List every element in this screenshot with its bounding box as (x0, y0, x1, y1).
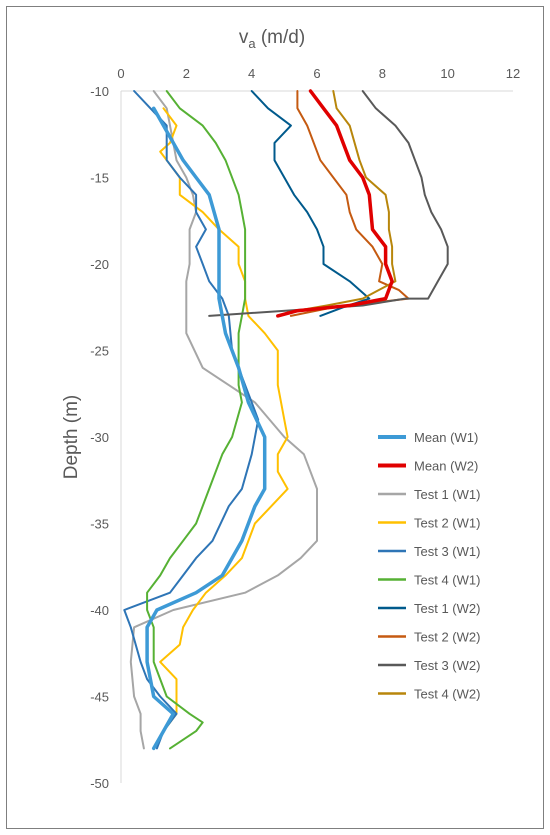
series-line (145, 106, 267, 751)
legend-label: Mean (W2) (414, 459, 478, 474)
series-line (286, 90, 397, 314)
y-tick-label: -25 (90, 344, 109, 359)
x-tick-label: 10 (440, 66, 454, 81)
y-tick-label: -15 (90, 171, 109, 186)
legend-label: Mean (W1) (414, 430, 478, 445)
x-tick-label: 8 (379, 66, 386, 81)
series-layer (123, 89, 449, 751)
series-line (129, 90, 318, 750)
x-tick-label: 4 (248, 66, 255, 81)
legend-label: Test 3 (W2) (414, 658, 480, 673)
legend-label: Test 1 (W1) (414, 487, 480, 502)
y-tick-label: -50 (90, 776, 109, 791)
x-tick-label: 6 (313, 66, 320, 81)
axes: 0 2 4 6 8 10 12 -10 -15 -20 -25 -30 -35 -40 -45 -50 (90, 66, 520, 791)
series-line (250, 90, 371, 317)
y-tick-label: -10 (90, 84, 109, 99)
series-line (152, 107, 289, 750)
legend-label: Test 2 (W1) (414, 516, 480, 531)
y-tick-label: -45 (90, 690, 109, 705)
x-tick-label: 0 (117, 66, 124, 81)
legend-label: Test 4 (W1) (414, 573, 480, 588)
legend-label: Test 1 (W2) (414, 601, 480, 616)
x-tick-label: 12 (506, 66, 520, 81)
legend-label: Test 4 (W2) (414, 687, 480, 702)
series-line (208, 90, 449, 317)
y-axis-title: Depth (m) (61, 395, 82, 479)
x-tick-label: 2 (183, 66, 190, 81)
y-tick-label: -30 (90, 430, 109, 445)
legend-label: Test 3 (W1) (414, 544, 480, 559)
y-tick-label: -20 (90, 257, 109, 272)
legend: Mean (W1) Mean (W2) Test 1 (W1) Test 2 (W1)… (378, 430, 480, 702)
legend-label: Test 2 (W2) (414, 630, 480, 645)
series-line (146, 90, 247, 750)
y-tick-label: -40 (90, 603, 109, 618)
y-tick-label: -35 (90, 517, 109, 532)
series-line (276, 89, 394, 318)
x-axis-title: va (m/d) (239, 27, 305, 51)
series-line (289, 90, 410, 317)
series-line (123, 90, 260, 750)
